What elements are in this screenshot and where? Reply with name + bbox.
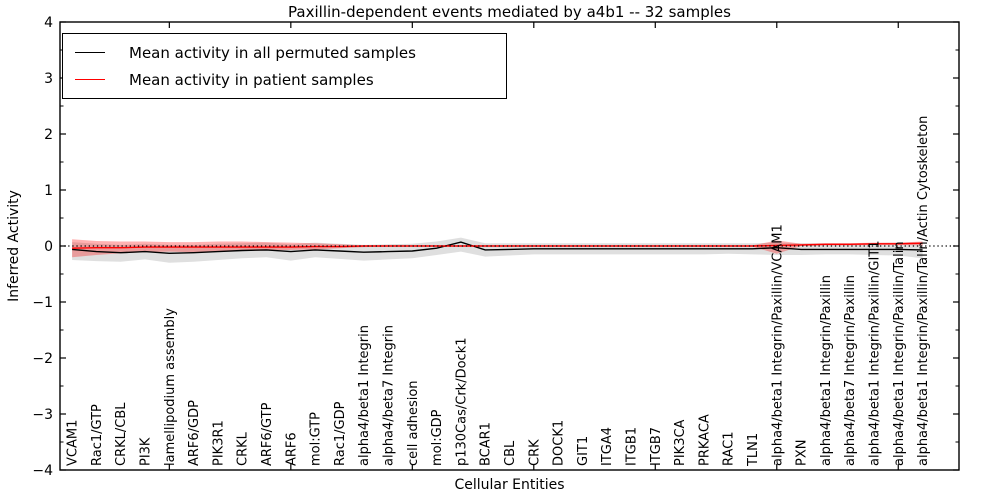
- x-tick-label: TLN1: [746, 433, 761, 467]
- series-line-permuted: [72, 241, 923, 255]
- x-tick-label: ITGA4: [600, 427, 615, 466]
- y-tick-label: 0: [44, 239, 53, 255]
- x-tick-label: PI3K: [139, 437, 154, 466]
- legend-entry-permuted: Mean activity in all permuted samples: [63, 44, 506, 62]
- legend: Mean activity in all permuted samples Me…: [62, 33, 507, 99]
- x-tick-label: GIT1: [576, 436, 591, 466]
- x-tick-label: alpha4/beta1 Integrin/Paxillin/GIT1: [867, 240, 882, 466]
- y-tick-label: −3: [32, 407, 53, 423]
- y-tick-label: 3: [44, 71, 53, 87]
- x-tick-label: alpha4/beta1 Integrin: [357, 325, 372, 466]
- series-line-patient: [72, 242, 923, 249]
- legend-entry-patient: Mean activity in patient samples: [63, 71, 506, 89]
- band-patient-range: [72, 239, 923, 258]
- y-tick-label: 2: [44, 127, 53, 143]
- chart-title: Paxillin-dependent events mediated by a4…: [288, 3, 731, 21]
- y-axis-label: Inferred Activity: [6, 190, 22, 302]
- x-tick-label: ITGB1: [624, 427, 639, 466]
- y-tick-label: −4: [32, 463, 53, 479]
- x-tick-label: alpha4/beta1 Integrin/Paxillin/VCAM1: [770, 224, 785, 466]
- x-tick-label: Rac1/GTP: [90, 404, 105, 466]
- x-tick-label: alpha4/beta1 Integrin/Paxillin/Talin/Act…: [916, 116, 931, 466]
- axes-frame: [59, 21, 960, 471]
- x-tick-label: Rac1/GDP: [333, 401, 348, 466]
- x-tick-label: CRKL: [236, 431, 251, 466]
- x-tick-label: mol:GTP: [309, 412, 324, 466]
- x-tick-label: ITGB7: [649, 427, 664, 466]
- x-tick-label: RAC1: [722, 431, 737, 466]
- y-tick-label: −1: [32, 295, 53, 311]
- x-tick-label: lamellipodium assembly: [163, 308, 178, 466]
- x-axis-label: Cellular Entities: [454, 477, 565, 493]
- x-tick-label: CBL: [503, 440, 518, 466]
- x-tick-label: ARF6/GDP: [187, 400, 202, 466]
- x-tick-label: alpha4/beta1 Integrin/Paxillin: [819, 275, 834, 466]
- x-tick-label: cell adhesion: [406, 380, 421, 466]
- x-tick-label: CRK: [527, 439, 542, 466]
- x-tick-label: PIK3CA: [673, 419, 688, 466]
- y-tick-label: 4: [44, 15, 53, 31]
- legend-line-swatch-red: [75, 79, 105, 80]
- x-tick-label: p130Cas/Crk/Dock1: [454, 337, 469, 466]
- x-tick-label: alpha4/beta7 Integrin: [382, 325, 397, 466]
- x-tick-label: CRKL/CBL: [114, 402, 129, 466]
- y-tick-label: −2: [32, 351, 53, 367]
- x-tick-label: alpha4/beta7 Integrin/Paxillin: [843, 275, 858, 466]
- x-tick-label: VCAM1: [66, 420, 81, 466]
- x-tick-label: BCAR1: [479, 422, 494, 466]
- x-tick-label: alpha4/beta1 Integrin/Paxillin/Talin: [892, 241, 907, 466]
- x-tick-label: PXN: [795, 440, 810, 466]
- x-tick-label: ARF6/GTP: [260, 402, 275, 466]
- x-tick-label: PRKACA: [697, 414, 712, 466]
- x-tick-label: ARF6: [284, 432, 299, 466]
- legend-label: Mean activity in all permuted samples: [129, 43, 416, 62]
- x-tick-label: PIK3R1: [211, 420, 226, 466]
- legend-line-swatch-black: [75, 52, 105, 53]
- x-tick-label: DOCK1: [552, 420, 567, 466]
- legend-label: Mean activity in patient samples: [129, 70, 374, 89]
- y-tick-label: 1: [44, 183, 53, 199]
- x-tick-label: mol:GDP: [430, 409, 445, 466]
